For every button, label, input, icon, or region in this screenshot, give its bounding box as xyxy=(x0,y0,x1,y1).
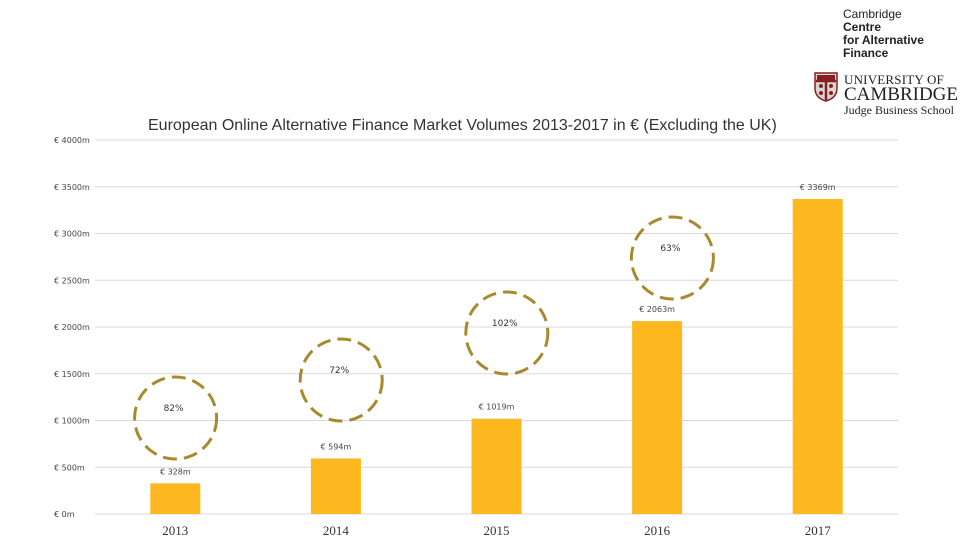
chart-title: European Online Alternative Finance Mark… xyxy=(148,117,777,134)
ccaf-logo-line1: Cambridge xyxy=(843,7,902,21)
growth-label: 82% xyxy=(164,404,184,414)
growth-circle xyxy=(298,337,384,423)
bar xyxy=(471,418,522,514)
y-tick-label: € 0m xyxy=(54,510,75,519)
y-tick-label: € 2500m xyxy=(54,276,90,285)
x-category-label: 2015 xyxy=(484,523,510,538)
y-tick-label: € 500m xyxy=(54,463,85,472)
ccaf-logo-line4: Finance xyxy=(843,46,889,60)
university-line1: UNIVERSITY OF xyxy=(844,72,944,87)
university-line2: CAMBRIDGE xyxy=(844,84,959,105)
x-category-label: 2017 xyxy=(805,523,832,538)
bar-value-label: € 2063m xyxy=(639,305,675,314)
ccaf-logo: Cambridge Centre for Alternative Finance xyxy=(843,8,924,60)
x-category-label: 2016 xyxy=(644,523,671,538)
bar xyxy=(150,483,201,514)
x-category-label: 2014 xyxy=(323,523,350,538)
growth-circle xyxy=(464,290,550,376)
y-tick-label: € 3500m xyxy=(54,183,90,192)
y-tick-label: € 2000m xyxy=(54,323,90,332)
growth-label: 102% xyxy=(492,319,518,329)
university-line3: Judge Business School xyxy=(844,103,955,117)
y-tick-label: € 3000m xyxy=(54,230,90,239)
bar xyxy=(792,198,843,514)
y-tick-label: € 1500m xyxy=(54,370,90,379)
bar-value-label: € 1019m xyxy=(479,403,515,412)
y-tick-label: € 1000m xyxy=(54,417,90,426)
growth-circle xyxy=(133,375,219,461)
cambridge-shield-icon xyxy=(814,72,838,102)
bar-value-label: € 328m xyxy=(160,467,191,476)
growth-label: 63% xyxy=(660,244,680,254)
bar xyxy=(632,321,683,514)
ccaf-logo-line2: Centre xyxy=(843,20,882,34)
x-category-label: 2013 xyxy=(162,523,188,538)
ccaf-logo-line3: for Alternative xyxy=(843,33,924,47)
bar xyxy=(310,458,361,514)
growth-label: 72% xyxy=(329,366,349,376)
growth-circle xyxy=(629,215,715,301)
bar-value-label: € 594m xyxy=(321,442,352,451)
y-tick-label: € 4000m xyxy=(54,136,90,145)
bar-value-label: € 3369m xyxy=(800,183,836,192)
